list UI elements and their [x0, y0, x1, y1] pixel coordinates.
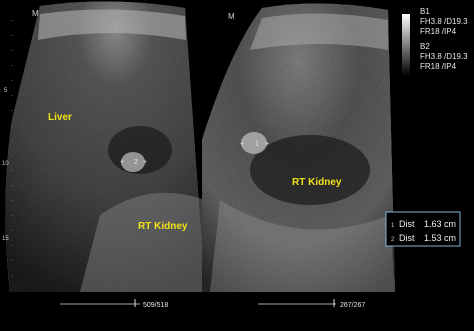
setting-line: FH3.8 /D19.3 — [420, 52, 468, 61]
setting-line: FR18 /IP4 — [420, 27, 457, 36]
caliper-mark: + — [240, 141, 244, 148]
setting-name: B1 — [420, 7, 430, 16]
frame-counter: 509/518 — [143, 302, 168, 309]
measure-value: 1.53 cm — [424, 233, 456, 243]
setting-line: FH3.8 /D19.3 — [420, 17, 468, 26]
caliper-mark: + — [120, 159, 124, 166]
cine-bar: 509/518 267/267 — [60, 299, 365, 309]
measure-index: 2 — [391, 237, 395, 243]
measure-index: 1 — [391, 223, 395, 229]
right-image — [202, 3, 395, 292]
depth-scale: 5 10 15 — [2, 20, 13, 290]
logo: M — [228, 12, 235, 21]
depth-tick: 10 — [2, 161, 9, 167]
depth-tick: 5 — [4, 88, 8, 94]
measurement-box: 1 Dist 1.63 cm 2 Dist 1.53 cm — [385, 211, 461, 247]
measure-label: Dist — [399, 219, 415, 229]
logo: M — [32, 9, 39, 18]
setting-name: B2 — [420, 42, 430, 51]
depth-tick: 15 — [2, 236, 9, 242]
caliper-label: 1 — [255, 141, 259, 148]
measure-label: Dist — [399, 233, 415, 243]
caliper-mark: + — [143, 159, 147, 166]
left-image — [5, 1, 206, 292]
organ-label: Liver — [48, 112, 72, 123]
frame-counter: 267/267 — [340, 302, 365, 309]
setting-line: FR18 /IP4 — [420, 62, 457, 71]
organ-label: RT Kidney — [292, 177, 342, 188]
measure-value: 1.63 cm — [424, 219, 456, 229]
gray-bar — [402, 14, 410, 76]
organ-label: RT Kidney — [138, 221, 188, 232]
caliper-mark: + — [265, 141, 269, 148]
caliper-label: 2 — [134, 159, 138, 166]
